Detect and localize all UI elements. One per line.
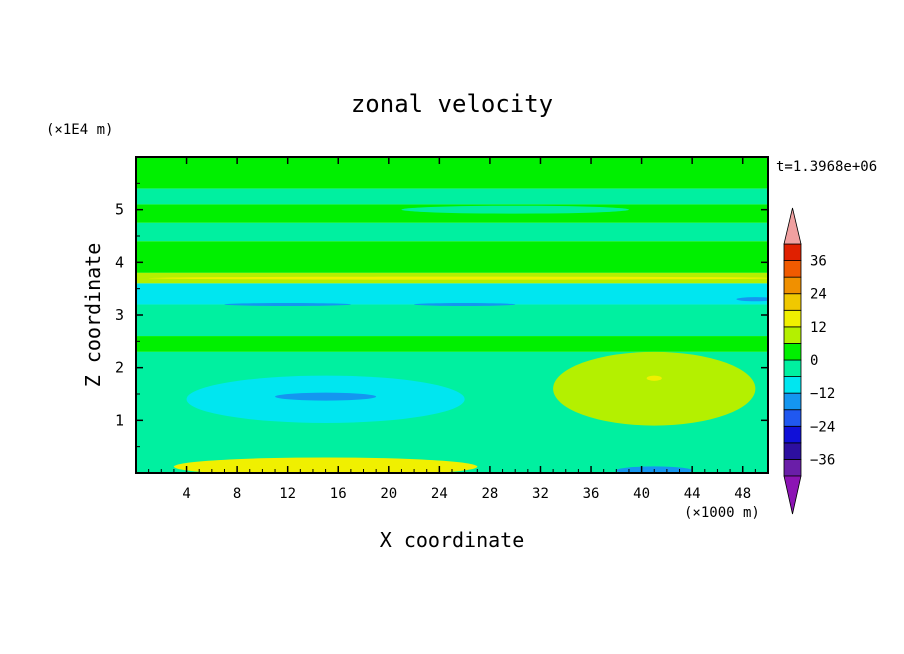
colorbar-segment <box>783 326 802 344</box>
colorbar-segment <box>783 293 802 311</box>
y-tick-label: 2 <box>115 359 124 377</box>
chart-title: zonal velocity <box>351 90 553 118</box>
x-tick-label: 8 <box>233 486 241 502</box>
colorbar-tick-label: −24 <box>810 419 835 435</box>
upper-cyan-lens <box>401 205 629 214</box>
blue-streak-left <box>224 302 351 306</box>
velocity-band-0 <box>136 157 768 189</box>
colorbar-segment <box>783 409 802 427</box>
colorbar-segment <box>783 376 802 394</box>
x-tick-label: 16 <box>330 486 347 502</box>
y-unit-label: (×1E4 m) <box>46 122 113 138</box>
colorbar-segment <box>783 343 802 361</box>
x-tick-label: 24 <box>431 486 448 502</box>
x-tick-label: 12 <box>279 486 296 502</box>
colorbar-segment <box>783 260 802 278</box>
y-tick-label: 3 <box>115 306 124 324</box>
x-tick-label: 48 <box>734 486 751 502</box>
colorbar-segment <box>783 442 802 460</box>
y-axis-label: Z coordinate <box>81 243 105 388</box>
x-unit-label: (×1000 m) <box>684 505 760 521</box>
colorbar-tick-label: 12 <box>810 320 827 336</box>
contour-field <box>136 157 768 473</box>
colorbar-segment <box>783 243 802 261</box>
velocity-band-7 <box>136 304 768 337</box>
velocity-band-4 <box>136 241 768 273</box>
x-axis-label: X coordinate <box>380 528 525 552</box>
x-tick-label: 40 <box>633 486 650 502</box>
x-tick-label: 32 <box>532 486 549 502</box>
x-tick-label: 4 <box>182 486 190 502</box>
colorbar-tick-label: 36 <box>810 254 827 270</box>
time-label: t=1.3968e+06 <box>776 159 877 175</box>
blue-streak-mid <box>414 302 516 306</box>
colorbar-segment <box>783 392 802 411</box>
colorbar-segment <box>783 425 802 444</box>
velocity-band-3 <box>136 222 768 242</box>
colorbar-over-arrow <box>783 207 802 245</box>
y-tick-label: 5 <box>115 201 124 219</box>
x-tick-label: 44 <box>684 486 701 502</box>
colorbar-segment <box>783 459 802 477</box>
colorbar: 36 24 12 0 −12 −24 −36 <box>783 207 835 515</box>
blue-streak-right <box>736 297 768 302</box>
colorbar-segment <box>783 276 802 295</box>
colorbar-tick-label: −36 <box>810 452 835 468</box>
y-axis: 1 2 3 4 5 <box>115 182 768 448</box>
colorbar-under-arrow <box>783 475 802 515</box>
x-tick-label: 28 <box>481 486 498 502</box>
y-tick-label: 4 <box>115 253 124 271</box>
colorbar-tick-label: −12 <box>810 386 835 402</box>
colorbar-segment <box>783 359 802 377</box>
colorbar-tick-label: 0 <box>810 353 818 369</box>
x-tick-label: 20 <box>380 486 397 502</box>
colorbar-segment <box>783 309 802 328</box>
x-axis: 4 8 12 16 20 24 28 32 36 40 44 48 <box>148 157 756 502</box>
jet-core <box>148 276 768 280</box>
velocity-band-1 <box>136 188 768 205</box>
velocity-band-8 <box>136 336 768 352</box>
x-tick-label: 36 <box>583 486 600 502</box>
colorbar-tick-label: 24 <box>810 287 827 303</box>
blue-core <box>275 392 377 401</box>
yellow-spot <box>646 375 662 381</box>
velocity-band-6 <box>136 283 768 305</box>
yellow-green-block <box>553 351 756 426</box>
y-tick-label: 1 <box>115 411 124 429</box>
